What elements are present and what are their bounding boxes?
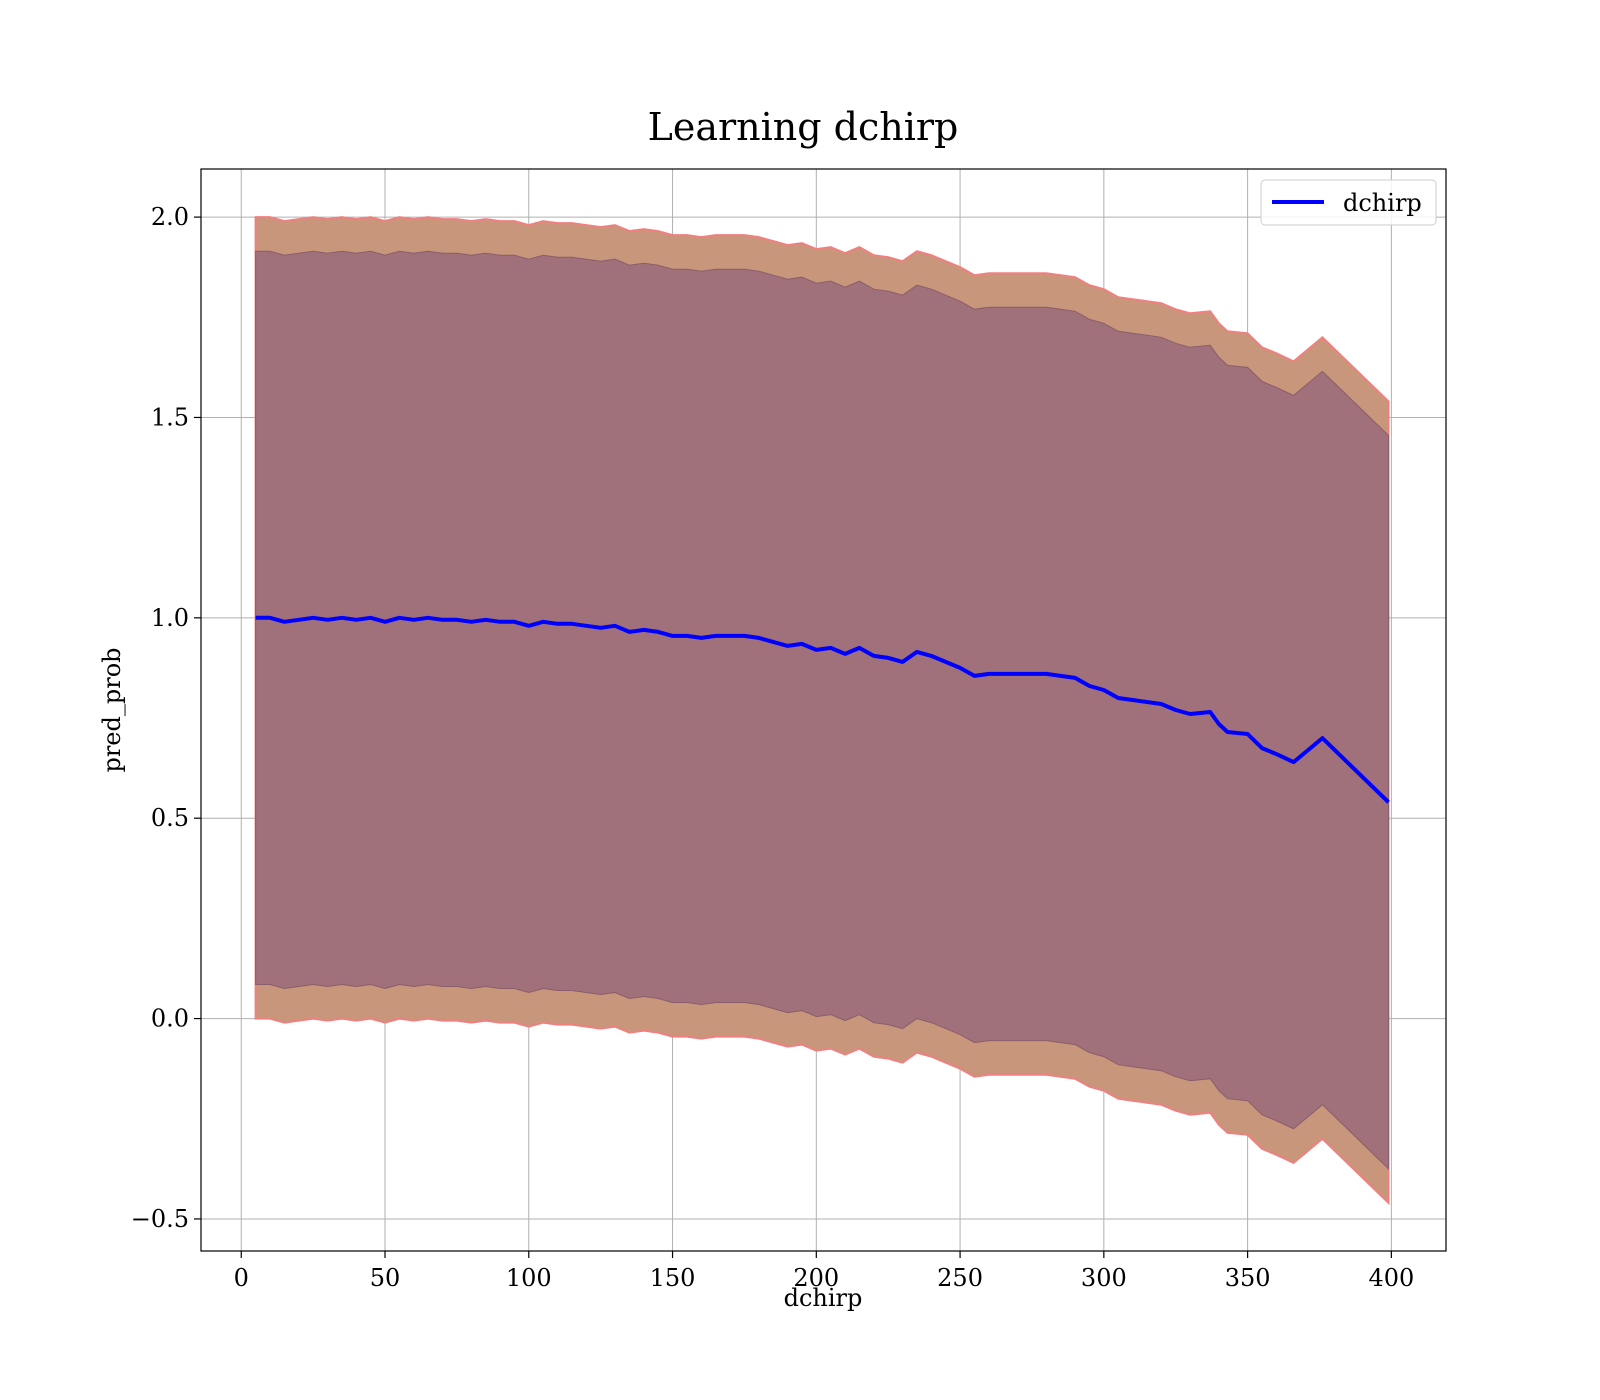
inner-band (255, 250, 1389, 1170)
plot-area (200, 168, 1447, 1252)
x-tick-label: 250 (937, 1264, 983, 1292)
y-tick-label: 2.0 (151, 203, 189, 231)
x-tick-label: 350 (1225, 1264, 1271, 1292)
legend-box (1260, 179, 1437, 226)
y-tick-label: 0.0 (151, 1005, 189, 1033)
series-line-dchirp (255, 615, 1390, 804)
legend: dchirp (1260, 179, 1437, 226)
y-axis-label: pred_prob (98, 647, 126, 772)
series-lines (255, 615, 1390, 804)
x-tick-label: 50 (370, 1264, 401, 1292)
chart-title: Learning dchirp (648, 105, 959, 149)
x-tick-label: 100 (506, 1264, 552, 1292)
y-ticks: −0.5 0.0 0.5 1.0 1.5 2.0 (131, 203, 201, 1233)
x-tick-label: 400 (1368, 1264, 1414, 1292)
x-tick-label: 300 (1081, 1264, 1127, 1292)
y-tick-label: −0.5 (131, 1205, 189, 1233)
x-axis-label: dchirp (784, 1284, 863, 1312)
uncertainty-bands (254, 216, 1390, 1206)
y-tick-label: 0.5 (151, 804, 189, 832)
plot-frame (200, 168, 1447, 1252)
legend-label: dchirp (1343, 189, 1422, 217)
x-ticks: 0 50 100 150 200 250 300 350 400 (234, 1251, 1414, 1292)
y-tick-label: 1.5 (151, 403, 189, 431)
x-tick-label: 0 (234, 1264, 249, 1292)
x-tick-label: 200 (793, 1264, 839, 1292)
y-tick-label: 1.0 (151, 604, 189, 632)
x-tick-label: 150 (650, 1264, 696, 1292)
